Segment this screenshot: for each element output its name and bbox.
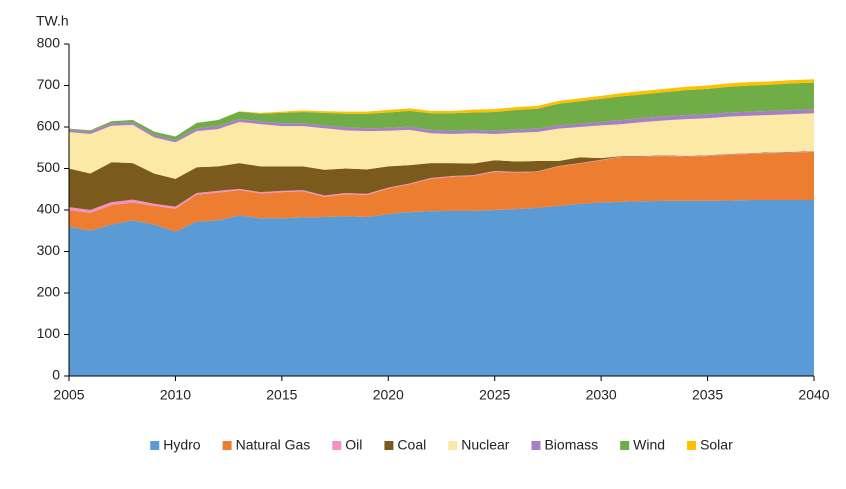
legend-label: Nuclear — [461, 437, 510, 453]
y-axis-label: TW.h — [36, 13, 69, 29]
legend-swatch — [448, 441, 458, 450]
y-tick-label: 0 — [52, 367, 60, 383]
legend-label: Solar — [700, 437, 733, 453]
x-tick-label: 2025 — [479, 387, 510, 403]
legend-swatch — [222, 441, 232, 450]
x-tick-label: 2030 — [586, 387, 617, 403]
x-tick-label: 2015 — [266, 387, 297, 403]
legend-label: Biomass — [544, 437, 598, 453]
legend-label: Wind — [633, 437, 665, 453]
legend-label: Hydro — [163, 437, 201, 453]
legend-swatch — [384, 441, 394, 450]
legend-swatch — [332, 441, 342, 450]
legend-swatch — [531, 441, 541, 450]
y-tick-label: 100 — [37, 325, 61, 341]
y-tick-label: 400 — [37, 201, 61, 217]
x-tick-label: 2040 — [798, 387, 829, 403]
y-tick-label: 800 — [37, 35, 61, 51]
area — [69, 79, 814, 137]
area — [69, 151, 814, 232]
legend-label: Coal — [397, 437, 426, 453]
y-tick-label: 300 — [37, 242, 61, 258]
legend-label: Natural Gas — [236, 437, 311, 453]
x-tick-label: 2035 — [692, 387, 723, 403]
legend-swatch — [687, 441, 697, 450]
legend-swatch — [620, 441, 630, 450]
y-tick-label: 700 — [37, 76, 61, 92]
area — [69, 200, 814, 376]
x-tick-label: 2010 — [160, 387, 191, 403]
area — [69, 151, 814, 210]
area — [69, 109, 814, 143]
area — [69, 113, 814, 179]
y-tick-label: 200 — [37, 284, 61, 300]
legend-label: Oil — [345, 437, 362, 453]
y-tick-label: 500 — [37, 159, 61, 175]
x-tick-label: 2005 — [53, 387, 84, 403]
legend-swatch — [150, 441, 160, 450]
area — [69, 82, 814, 140]
x-tick-label: 2020 — [373, 387, 404, 403]
y-tick-label: 600 — [37, 118, 61, 134]
